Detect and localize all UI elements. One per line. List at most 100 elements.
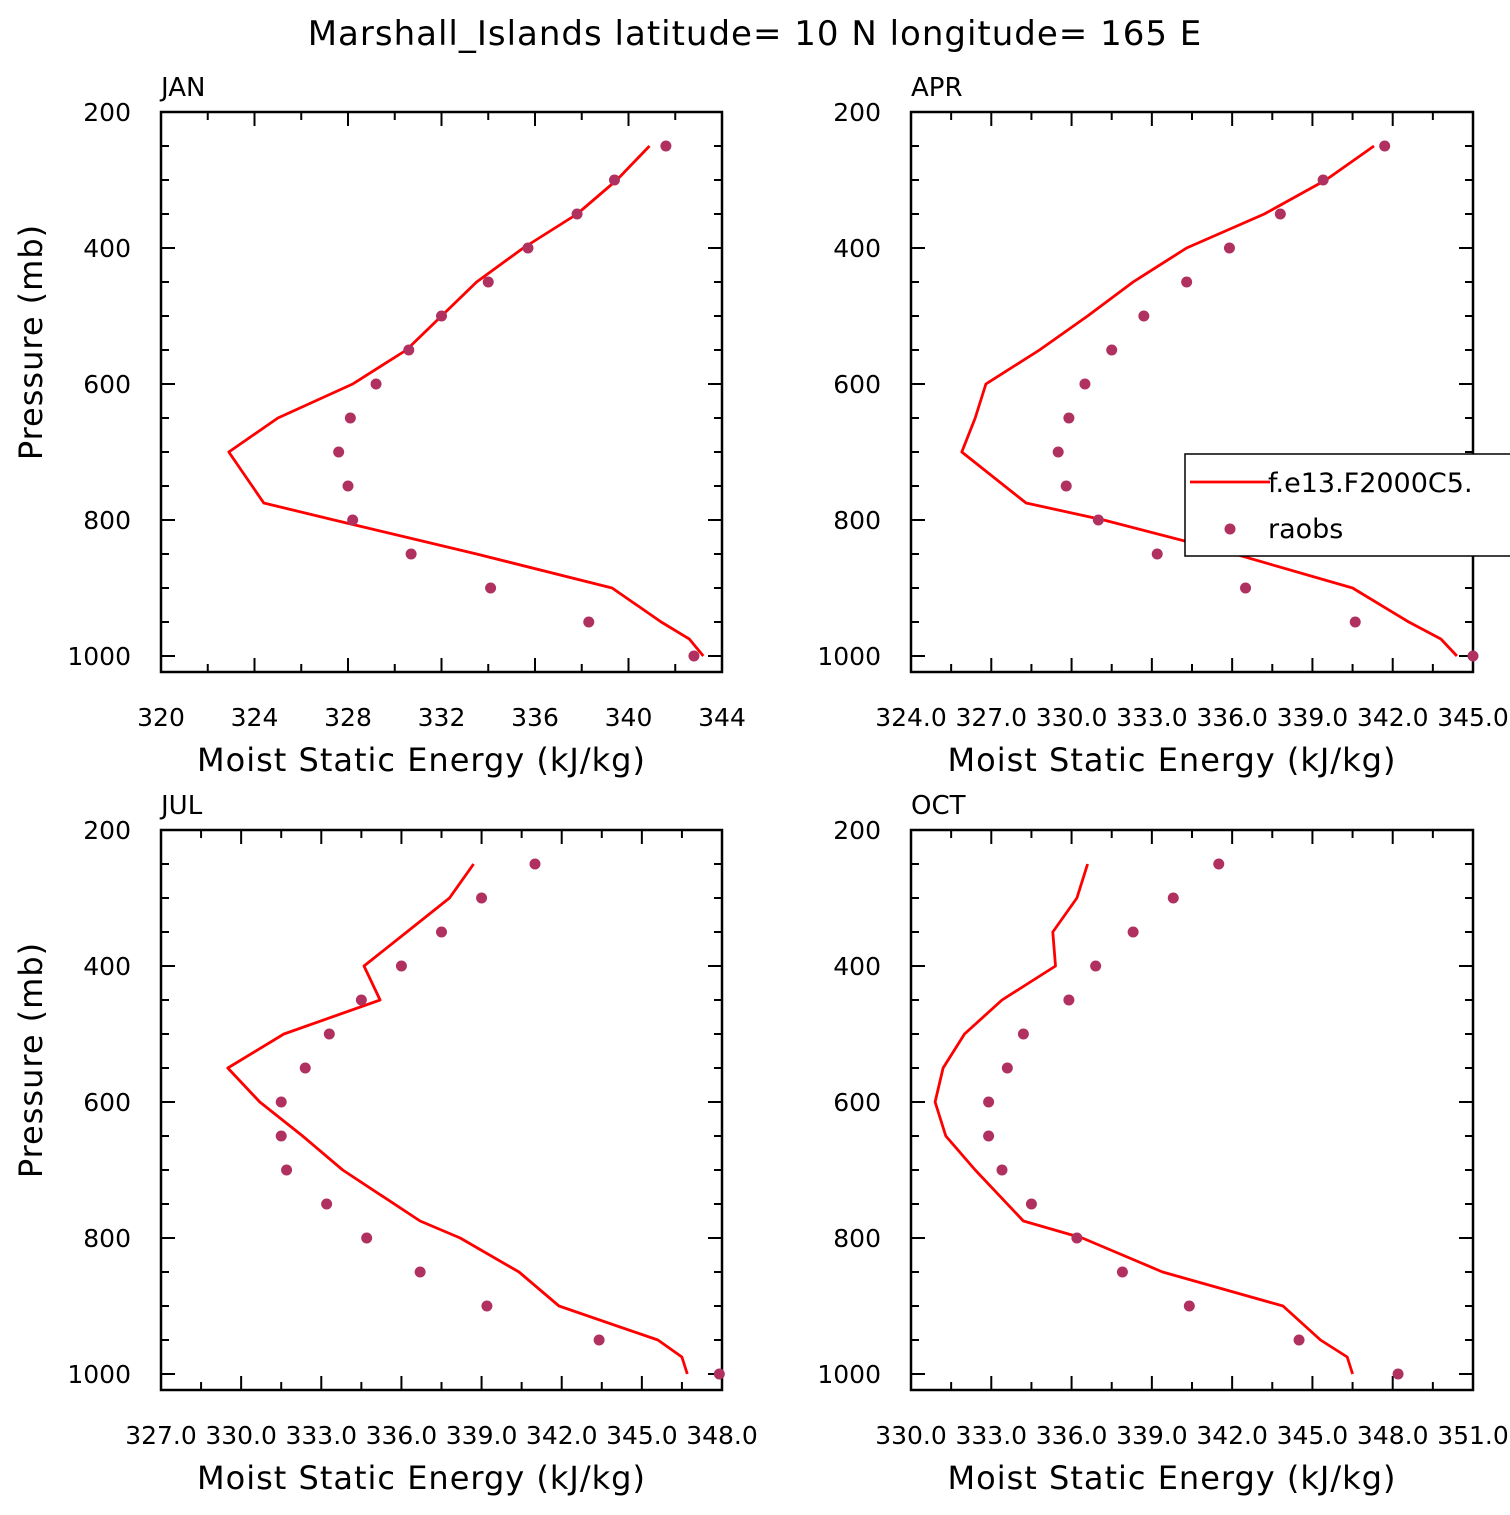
raobs-point	[1151, 548, 1163, 560]
y-axis-label: Pressure (mb)	[12, 224, 50, 460]
raobs-point	[1183, 1300, 1195, 1312]
raobs-point	[1116, 1266, 1128, 1278]
raobs-point	[713, 1368, 725, 1380]
raobs-point	[323, 1028, 335, 1040]
raobs-point	[344, 412, 356, 424]
x-tick-label: 333.0	[285, 1421, 357, 1450]
x-tick-label: 348.0	[686, 1421, 758, 1450]
panel-jan: JAN 200 400 600 800 1000 320 324 328 332 336 340 344…	[12, 73, 746, 779]
raobs-point	[1060, 480, 1072, 492]
raobs-point	[414, 1266, 426, 1278]
raobs-point	[1090, 960, 1102, 972]
x-tick-label: 333.0	[1116, 703, 1188, 732]
raobs-point	[299, 1062, 311, 1074]
panel-jul: JUL 200 400 600 800 1000 327.0 330.0 333.0 336.0 3…	[12, 791, 758, 1497]
x-tick-label: 344	[698, 703, 746, 732]
raobs-point	[361, 1232, 373, 1244]
y-tick-label: 400	[833, 234, 881, 263]
raobs-point	[529, 858, 541, 870]
x-tick-label: 336.0	[366, 1421, 438, 1450]
x-tick-label: 339.0	[1277, 703, 1349, 732]
x-tick-label: 332	[418, 703, 466, 732]
x-tick-label: 340	[605, 703, 653, 732]
raobs-point	[1317, 174, 1329, 186]
x-tick-label: 345.0	[606, 1421, 678, 1450]
raobs-point	[1213, 858, 1225, 870]
raobs-point	[403, 344, 415, 356]
panel-label: OCT	[911, 791, 966, 821]
raobs-point	[436, 926, 447, 938]
raobs-point	[1001, 1062, 1013, 1074]
x-tick-label: 327.0	[955, 703, 1027, 732]
raobs-point	[1379, 140, 1391, 152]
x-axis-label: Moist Static Energy (kJ/kg)	[948, 741, 1397, 779]
x-tick-label: 345.0	[1277, 1421, 1349, 1450]
y-tick-label: 800	[833, 1224, 881, 1253]
x-tick-label: 339.0	[446, 1421, 518, 1450]
raobs-point	[281, 1164, 293, 1176]
x-tick-label: 342.0	[1196, 1421, 1268, 1450]
raobs-point	[1017, 1028, 1029, 1040]
raobs-point	[1223, 242, 1235, 254]
y-tick-label: 800	[83, 506, 131, 535]
raobs-point	[1349, 616, 1361, 628]
legend-box	[1184, 453, 1510, 557]
y-tick-label: 1000	[67, 642, 131, 671]
raobs-point	[1052, 446, 1064, 458]
raobs-point	[333, 446, 345, 458]
raobs-point	[347, 514, 359, 526]
raobs-point	[342, 480, 354, 492]
y-tick-label: 200	[833, 816, 881, 845]
raobs-point	[1138, 310, 1150, 322]
x-axis-label: Moist Static Energy (kJ/kg)	[197, 1459, 646, 1497]
legend-label-raobs: raobs	[1268, 514, 1343, 545]
raobs-point	[1025, 1198, 1037, 1210]
raobs-point	[405, 548, 417, 560]
plot-frame	[159, 828, 724, 1392]
raobs-point	[1467, 650, 1479, 662]
y-tick-label: 600	[83, 1088, 131, 1117]
x-tick-label: 324.0	[875, 703, 947, 732]
legend-label-model: f.e13.F2000C5.	[1268, 468, 1473, 499]
raobs-point	[1092, 514, 1104, 526]
panel-apr: APR 200 400 600 800 1000 324.0 327.0 330.0 333.0 3…	[817, 73, 1508, 779]
legend: f.e13.F2000C5. raobs	[1184, 453, 1510, 557]
model-profile-line	[226, 863, 689, 1375]
raobs-point	[583, 616, 595, 628]
plot-frame	[909, 110, 1475, 674]
raobs-point	[321, 1198, 333, 1210]
legend-marker-swatch	[1224, 523, 1236, 535]
raobs-point	[1063, 412, 1075, 424]
panel-label: JUL	[159, 791, 203, 821]
raobs-point	[476, 892, 488, 904]
y-tick-label: 600	[833, 1088, 881, 1117]
y-tick-label: 400	[83, 234, 131, 263]
x-tick-label: 336.0	[1196, 703, 1268, 732]
x-tick-label: 351.0	[1437, 1421, 1509, 1450]
y-tick-label: 800	[83, 1224, 131, 1253]
raobs-point	[1240, 582, 1252, 594]
raobs-point	[355, 994, 367, 1006]
model-profile-line	[933, 863, 1354, 1375]
raobs-point	[1079, 378, 1091, 390]
y-tick-label: 800	[833, 506, 881, 535]
y-tick-label: 1000	[817, 1360, 881, 1389]
x-axis-label: Moist Static Energy (kJ/kg)	[197, 741, 646, 779]
raobs-point	[482, 276, 494, 288]
raobs-point	[481, 1300, 493, 1312]
y-tick-label: 1000	[817, 642, 881, 671]
x-tick-label: 320	[137, 703, 185, 732]
y-tick-label: 400	[83, 952, 131, 981]
y-tick-label: 400	[833, 952, 881, 981]
raobs-point	[608, 174, 620, 186]
raobs-point	[996, 1164, 1008, 1176]
x-tick-label: 330.0	[205, 1421, 277, 1450]
raobs-point	[1127, 926, 1139, 938]
x-tick-label: 342.0	[526, 1421, 598, 1450]
raobs-point	[275, 1130, 287, 1142]
raobs-point	[1274, 208, 1286, 220]
raobs-point	[485, 582, 497, 594]
model-profile-line	[227, 145, 705, 657]
y-tick-label: 600	[833, 370, 881, 399]
raobs-point	[1071, 1232, 1083, 1244]
